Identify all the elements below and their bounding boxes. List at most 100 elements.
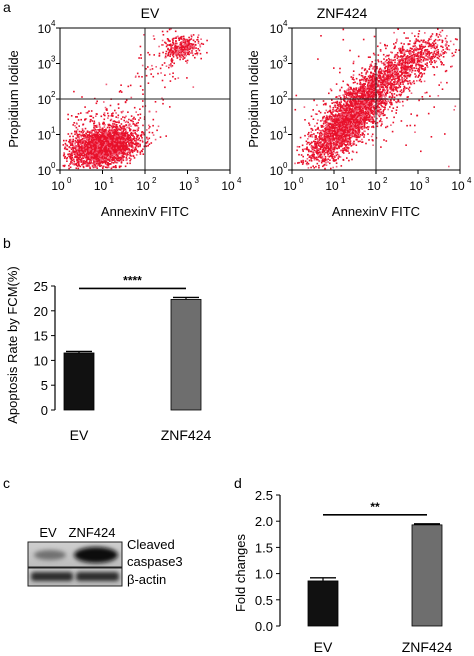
flow-event — [106, 149, 108, 152]
flow-event — [95, 130, 97, 132]
flow-event — [177, 53, 180, 55]
flow-event — [122, 110, 124, 113]
flow-event — [333, 150, 335, 153]
flow-event — [129, 149, 132, 152]
flow-event — [108, 133, 111, 136]
flow-event — [70, 115, 73, 117]
flow-event — [170, 28, 172, 30]
flow-event — [75, 146, 78, 148]
flow-event — [162, 44, 164, 46]
flow-event — [346, 136, 348, 139]
flow-event — [129, 151, 132, 153]
flow-event — [113, 142, 116, 145]
flow-event — [184, 41, 187, 44]
flow-event — [347, 141, 350, 143]
flow-event — [182, 56, 185, 58]
flow-event — [82, 135, 85, 137]
flow-event — [117, 145, 119, 148]
flow-event — [71, 156, 74, 159]
flow-event — [94, 142, 96, 144]
flow-event — [348, 144, 350, 146]
flow-event — [69, 138, 72, 141]
flow-event — [357, 120, 359, 123]
flow-event — [320, 124, 323, 127]
flow-event — [186, 46, 189, 49]
flow-event — [104, 132, 107, 134]
flow-event — [75, 126, 78, 129]
flow-event — [189, 52, 192, 54]
flow-event — [346, 128, 348, 131]
flow-event — [313, 159, 316, 161]
flow-event — [104, 161, 107, 163]
flow-event — [114, 166, 117, 169]
flow-event — [158, 52, 161, 55]
flow-event — [335, 159, 337, 161]
flow-event — [130, 138, 132, 140]
flow-event — [358, 103, 360, 106]
flow-event — [124, 128, 127, 130]
flow-event — [113, 158, 115, 160]
flow-event — [119, 135, 122, 138]
flow-event — [98, 141, 101, 143]
flow-event — [72, 147, 75, 150]
flow-event — [70, 159, 73, 161]
flow-plot-ev-points — [62, 28, 208, 170]
flow-event — [98, 136, 100, 139]
flow-event — [102, 167, 104, 169]
flow-event — [307, 138, 309, 140]
flow-plot-ev-xlabel: AnnexinV FITC — [101, 204, 189, 219]
flow-event — [83, 153, 86, 155]
flow-event — [148, 131, 151, 134]
flow-event — [348, 86, 350, 88]
flow-event — [122, 125, 124, 128]
flow-event — [65, 148, 68, 150]
flow-event — [320, 161, 323, 164]
flow-event — [168, 39, 170, 42]
flow-event — [190, 43, 192, 45]
flow-event — [170, 44, 172, 47]
flow-event — [87, 164, 89, 167]
flow-event — [120, 151, 123, 153]
flow-event — [310, 146, 313, 148]
flow-event — [309, 134, 312, 136]
flow-event — [309, 135, 312, 138]
flow-event — [128, 123, 130, 126]
flow-event — [200, 57, 202, 60]
flow-event — [109, 132, 111, 134]
flow-event — [187, 39, 189, 42]
flow-event — [72, 150, 75, 153]
flow-event — [96, 163, 98, 165]
flow-event — [155, 110, 158, 113]
flow-event — [108, 138, 110, 141]
flow-event — [124, 132, 127, 135]
flow-event — [368, 105, 371, 108]
flow-event — [354, 93, 357, 95]
flow-event — [88, 139, 90, 141]
flow-event — [342, 149, 345, 151]
flow-event — [86, 111, 89, 114]
flow-event — [167, 54, 170, 56]
flow-event — [101, 131, 103, 134]
flow-event — [99, 155, 102, 158]
flow-event — [122, 129, 125, 132]
flow-event — [333, 125, 336, 128]
flow-event — [336, 117, 339, 119]
flow-event — [113, 128, 115, 131]
flow-event — [347, 142, 349, 144]
flow-event — [69, 156, 71, 158]
flow-event — [79, 159, 81, 161]
flow-event — [381, 85, 383, 88]
flow-event — [73, 151, 76, 153]
flow-event — [153, 38, 156, 40]
flow-event — [107, 115, 110, 117]
flow-event — [70, 158, 73, 160]
flow-event — [337, 127, 339, 129]
flow-event — [119, 125, 121, 127]
flow-event — [347, 103, 349, 106]
flow-event — [316, 142, 319, 144]
flow-event — [98, 133, 101, 136]
flow-event — [85, 147, 88, 149]
flow-event — [330, 167, 332, 170]
flow-event — [152, 35, 155, 37]
